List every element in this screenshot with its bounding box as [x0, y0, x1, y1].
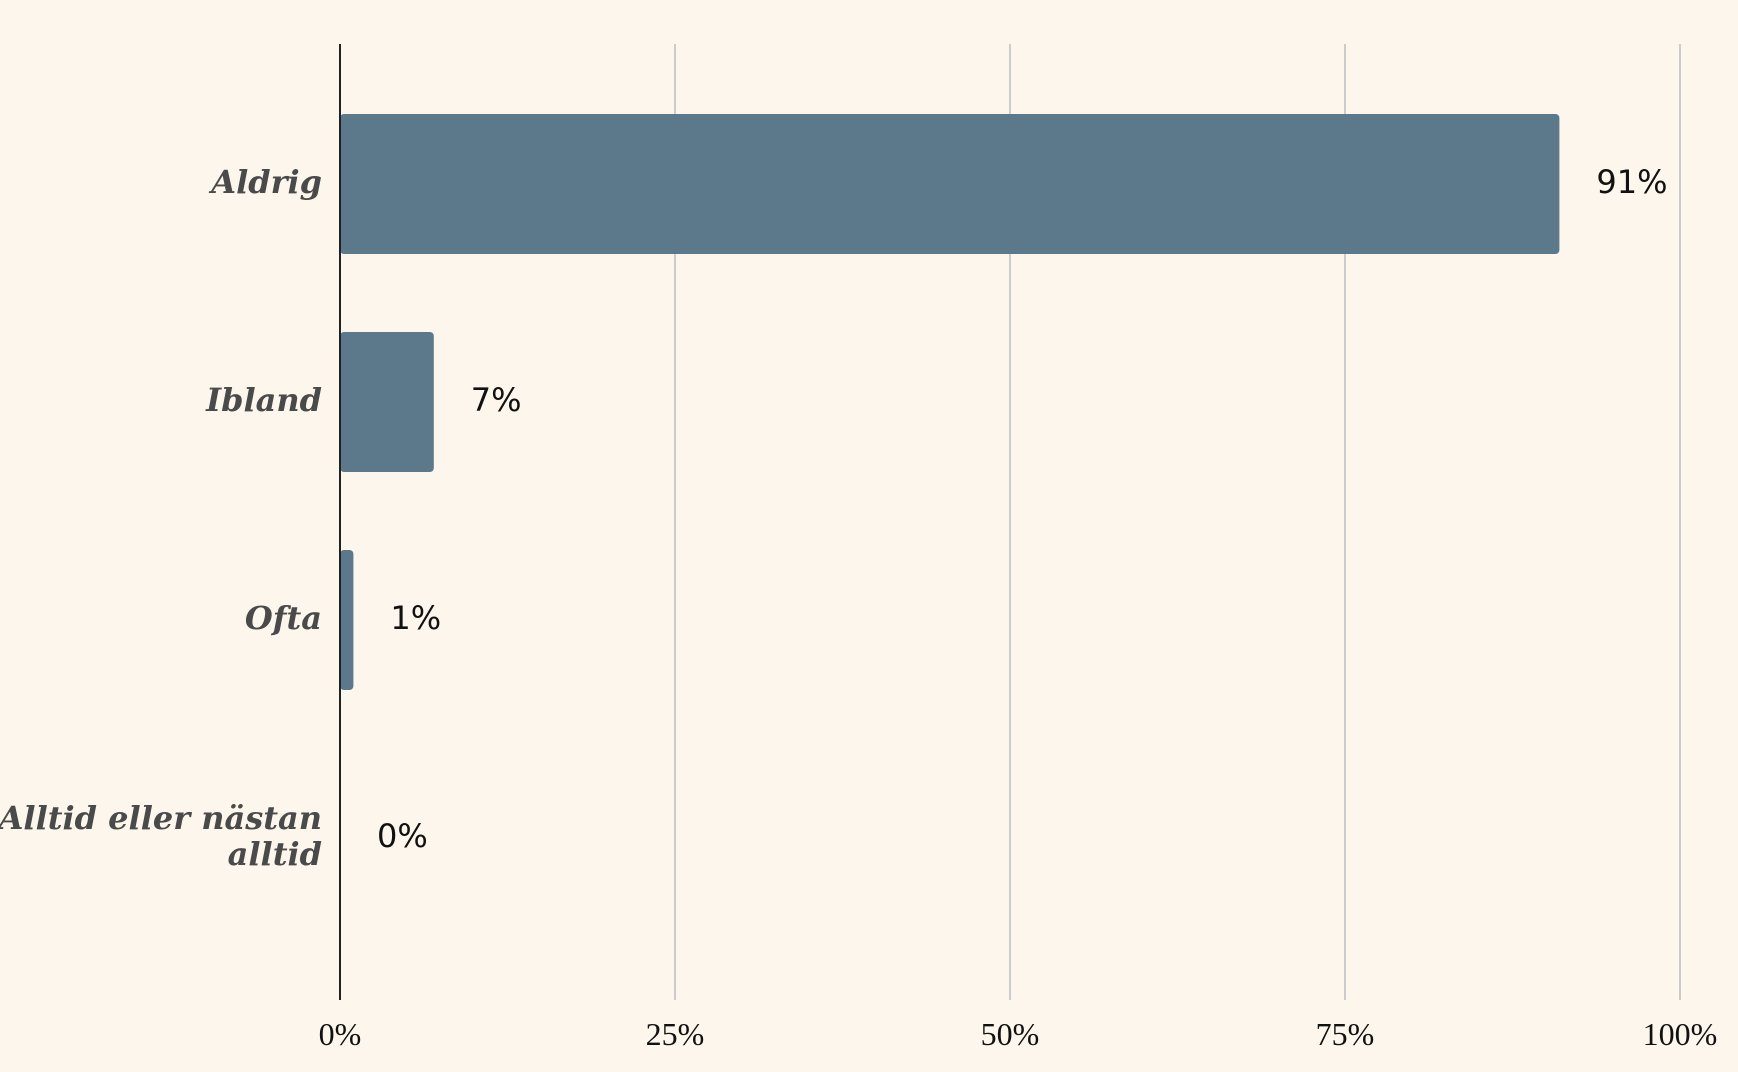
bar-0: [340, 114, 1560, 254]
value-label-3: 0%: [377, 817, 428, 855]
x-tick-label-2: 50%: [981, 1016, 1040, 1052]
category-label-2: Ofta: [245, 599, 322, 637]
value-label-2: 1%: [390, 599, 441, 637]
value-label-1: 7%: [471, 381, 522, 419]
x-tick-labels: 0% 25% 50% 75% 100%: [319, 1016, 1718, 1052]
x-tick-label-0: 0%: [319, 1016, 362, 1052]
x-tick-label-4: 100%: [1643, 1016, 1718, 1052]
category-labels: Aldrig Ibland Ofta Alltid eller nästan allti…: [0, 163, 322, 873]
category-label-1: Ibland: [205, 381, 322, 419]
bars: [340, 114, 1560, 690]
category-label-3: Alltid eller nästan alltid: [0, 799, 322, 873]
value-labels: 91% 7% 1% 0%: [377, 163, 1668, 855]
bar-1: [340, 332, 434, 472]
category-label-0: Aldrig: [208, 163, 322, 201]
value-label-0: 91%: [1596, 163, 1667, 201]
x-tick-label-3: 75%: [1316, 1016, 1375, 1052]
x-tick-label-1: 25%: [646, 1016, 705, 1052]
bar-2: [340, 550, 354, 690]
